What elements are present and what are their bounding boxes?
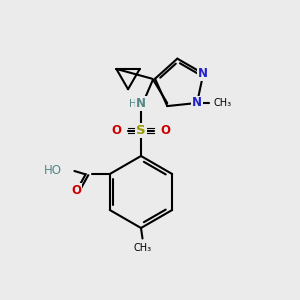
Text: O: O: [72, 184, 82, 197]
Text: CH₃: CH₃: [214, 98, 232, 108]
Text: HO: HO: [44, 164, 62, 178]
Text: N: N: [136, 97, 146, 110]
Text: O: O: [160, 124, 170, 137]
Text: S: S: [136, 124, 146, 137]
Text: N: N: [198, 67, 208, 80]
Text: H: H: [129, 98, 136, 109]
Text: CH₃: CH₃: [134, 243, 152, 253]
Text: N: N: [192, 97, 202, 110]
Text: O: O: [112, 124, 122, 137]
